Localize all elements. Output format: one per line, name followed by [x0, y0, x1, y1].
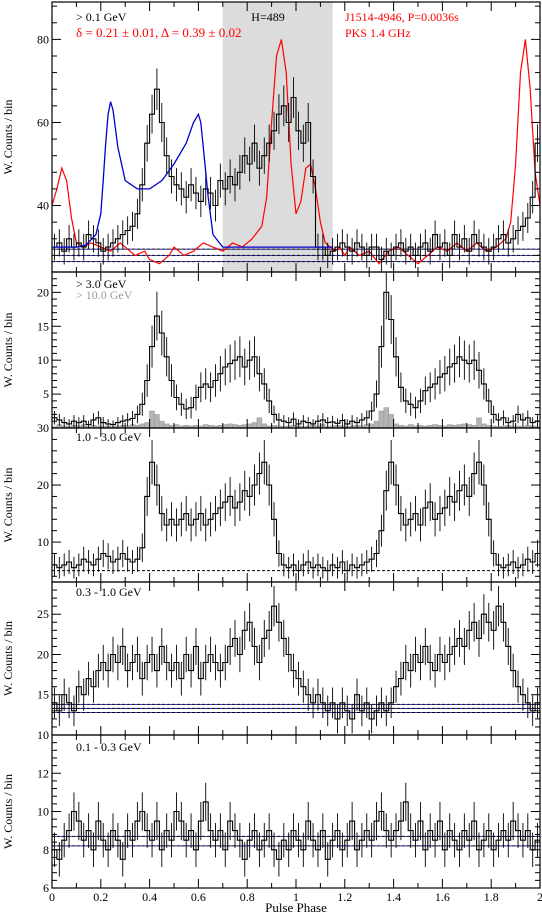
x-tick-label: 1 [293, 890, 299, 904]
y-tick-label: 10 [37, 805, 49, 819]
y-tick-label: 80 [37, 32, 49, 46]
y-tick-label: 60 [37, 115, 49, 129]
histogram-secondary-bar [476, 417, 482, 428]
y-tick-label: 15 [37, 319, 49, 333]
histogram-secondary-bar [163, 423, 170, 428]
y-axis-label: W. Counts / bin [1, 100, 15, 175]
y-tick-label: 8 [43, 843, 49, 857]
histogram-secondary-bar [159, 420, 165, 428]
pulsar-label: J1514-4946, P=0.0036s [345, 10, 459, 24]
panel-4: 0 0.2 0.4 0.6 0.8 1 1.2 1.4 1.6 1.8 2 6 8 10 12 W. Coun… [1, 734, 542, 904]
plot-area [52, 782, 540, 877]
x-tick-label: 0.2 [93, 890, 108, 904]
y-tick-label: 20 [37, 647, 49, 661]
panel-2: 10 20 30 W. Counts / bin 1.0 - 3.0 GeV [1, 421, 541, 583]
x-tick-label: 0.6 [191, 890, 206, 904]
x-axis-label: Pulse Phase [265, 900, 327, 914]
y-tick-label: 20 [37, 285, 49, 299]
histogram-line [52, 801, 540, 860]
y-tick-label: 12 [37, 766, 49, 780]
panel-1: 5 10 15 20 W. Counts / bin > 3.0 GeV> 10.0 Ge… [1, 271, 541, 429]
energy-label: 1.0 - 3.0 GeV [76, 430, 142, 444]
histogram-secondary-bar [383, 407, 390, 428]
y-tick-label: 10 [37, 535, 49, 549]
plot-area [52, 586, 540, 734]
fit-curve [52, 101, 333, 248]
energy-label-secondary: > 10.0 GeV [76, 288, 133, 302]
x-tick-label: 1.8 [484, 890, 499, 904]
histogram-secondary-bar [227, 423, 233, 428]
x-tick-label: 1.4 [386, 890, 401, 904]
histogram-secondary-bar [388, 414, 394, 428]
panel-3: 10 15 20 25 W. Counts / bin 0.3 - 1.0 GeV [1, 581, 541, 742]
histogram-secondary-bar [154, 414, 160, 428]
y-tick-label: 40 [37, 199, 49, 213]
radio-profile-line [52, 39, 540, 265]
x-tick-label: 0.8 [240, 890, 255, 904]
x-tick-label: 2 [537, 890, 542, 904]
x-tick-label: 1.2 [337, 890, 352, 904]
y-tick-label: 25 [37, 607, 49, 621]
histogram-secondary-bar [368, 423, 375, 428]
energy-label: 0.3 - 1.0 GeV [76, 585, 142, 599]
histogram-secondary-bar [261, 423, 268, 428]
energy-label: > 0.1 GeV [76, 10, 127, 24]
histogram-secondary-bar [481, 423, 487, 428]
x-tick-label: 1.6 [435, 890, 450, 904]
y-tick-label: 10 [37, 353, 49, 367]
y-tick-label: 5 [43, 387, 49, 401]
histogram-line [52, 605, 540, 720]
y-tick-label: 15 [37, 688, 49, 702]
histogram-secondary-bar [144, 422, 150, 428]
radio-label: PKS 1.4 GHz [345, 26, 411, 40]
y-tick-label: 10 [37, 728, 49, 742]
y-axis-label: W. Counts / bin [1, 468, 15, 543]
histogram-secondary-bar [378, 410, 385, 428]
y-tick-label: 6 [43, 881, 49, 895]
histogram-secondary-bar [373, 420, 380, 428]
x-tick-label: 0 [49, 890, 55, 904]
energy-label: > 3.0 GeV [76, 277, 127, 291]
histogram-line [52, 461, 540, 572]
histogram-secondary-bar [393, 423, 399, 428]
histogram-secondary-bar [461, 423, 468, 428]
fit-parameters-label: δ = 0.21 ± 0.01, Δ = 0.39 ± 0.02 [76, 25, 241, 40]
histogram-secondary-bar [251, 422, 258, 428]
y-axis-label: W. Counts / bin [1, 774, 15, 849]
y-tick-label: 20 [37, 478, 49, 492]
plot-area [52, 2, 540, 272]
histogram-secondary-bar [256, 417, 263, 428]
histogram-secondary-bar [149, 410, 155, 428]
y-axis-label: W. Counts / bin [1, 313, 15, 388]
y-tick-label: 30 [37, 421, 49, 435]
energy-label: 0.1 - 0.3 GeV [76, 740, 142, 754]
h-test-label: H=489 [251, 10, 284, 24]
x-tick-label: 0.4 [142, 890, 157, 904]
y-axis-label: W. Counts / bin [1, 621, 15, 696]
plot-area [52, 439, 540, 581]
offpulse-region [222, 2, 333, 272]
histogram-secondary-bar [246, 423, 253, 428]
histogram-secondary-bar [139, 423, 146, 428]
